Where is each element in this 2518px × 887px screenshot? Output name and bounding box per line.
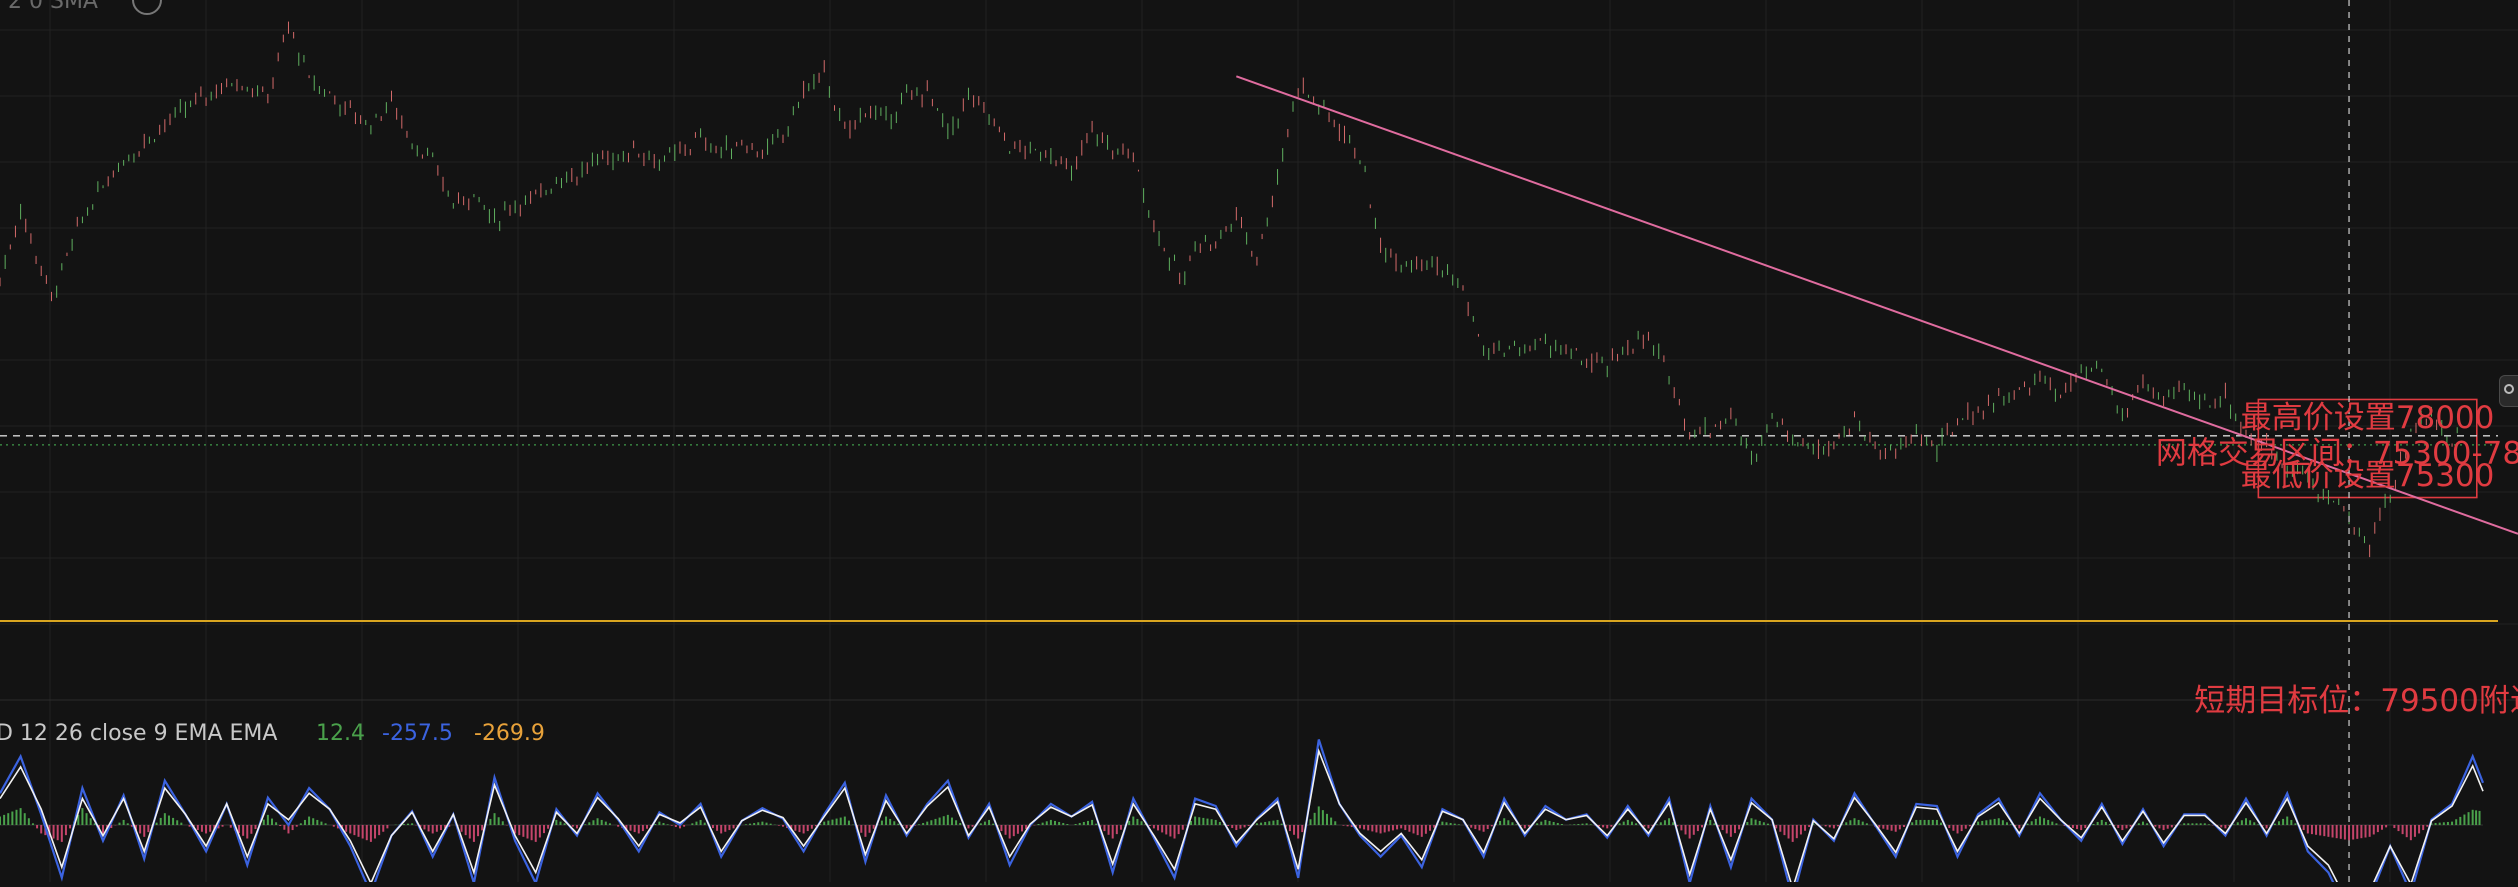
- zone-label-0: 最高价设置78000: [2241, 400, 2495, 436]
- grid-zone-box[interactable]: [2257, 398, 2478, 499]
- trendline[interactable]: [1235, 75, 2518, 535]
- macd-legend-value-0: 12.4: [316, 721, 365, 746]
- macd-pane[interactable]: D 12 26 close 9 EMA EMA 12.4 -257.5 -269.9: [0, 721, 2485, 887]
- price-scale-handle-icon[interactable]: [2499, 375, 2518, 407]
- grid-trading-zone[interactable]: [2257, 398, 2478, 499]
- macd-legend-value-1: -257.5: [382, 721, 453, 746]
- price-lines: [0, 435, 2498, 622]
- macd-signal-line: [0, 748, 2484, 887]
- macd-line: [0, 739, 2485, 887]
- trendline-segment[interactable]: [1235, 75, 2518, 535]
- target-annotation: 短期目标位：79500附近: [2194, 683, 2518, 719]
- macd-legend-label: D 12 26 close 9 EMA EMA: [0, 721, 277, 746]
- top-legend: 2 0 SMA: [8, 0, 98, 14]
- price-series[interactable]: [0, 0, 2478, 558]
- macd-legend-value-2: -269.9: [474, 721, 545, 746]
- zone-label-1: 网格交易区间：75300-78000: [2156, 435, 2518, 471]
- zone-label-2: 最低价设置75300: [2241, 458, 2495, 494]
- visibility-icon: [132, 0, 162, 15]
